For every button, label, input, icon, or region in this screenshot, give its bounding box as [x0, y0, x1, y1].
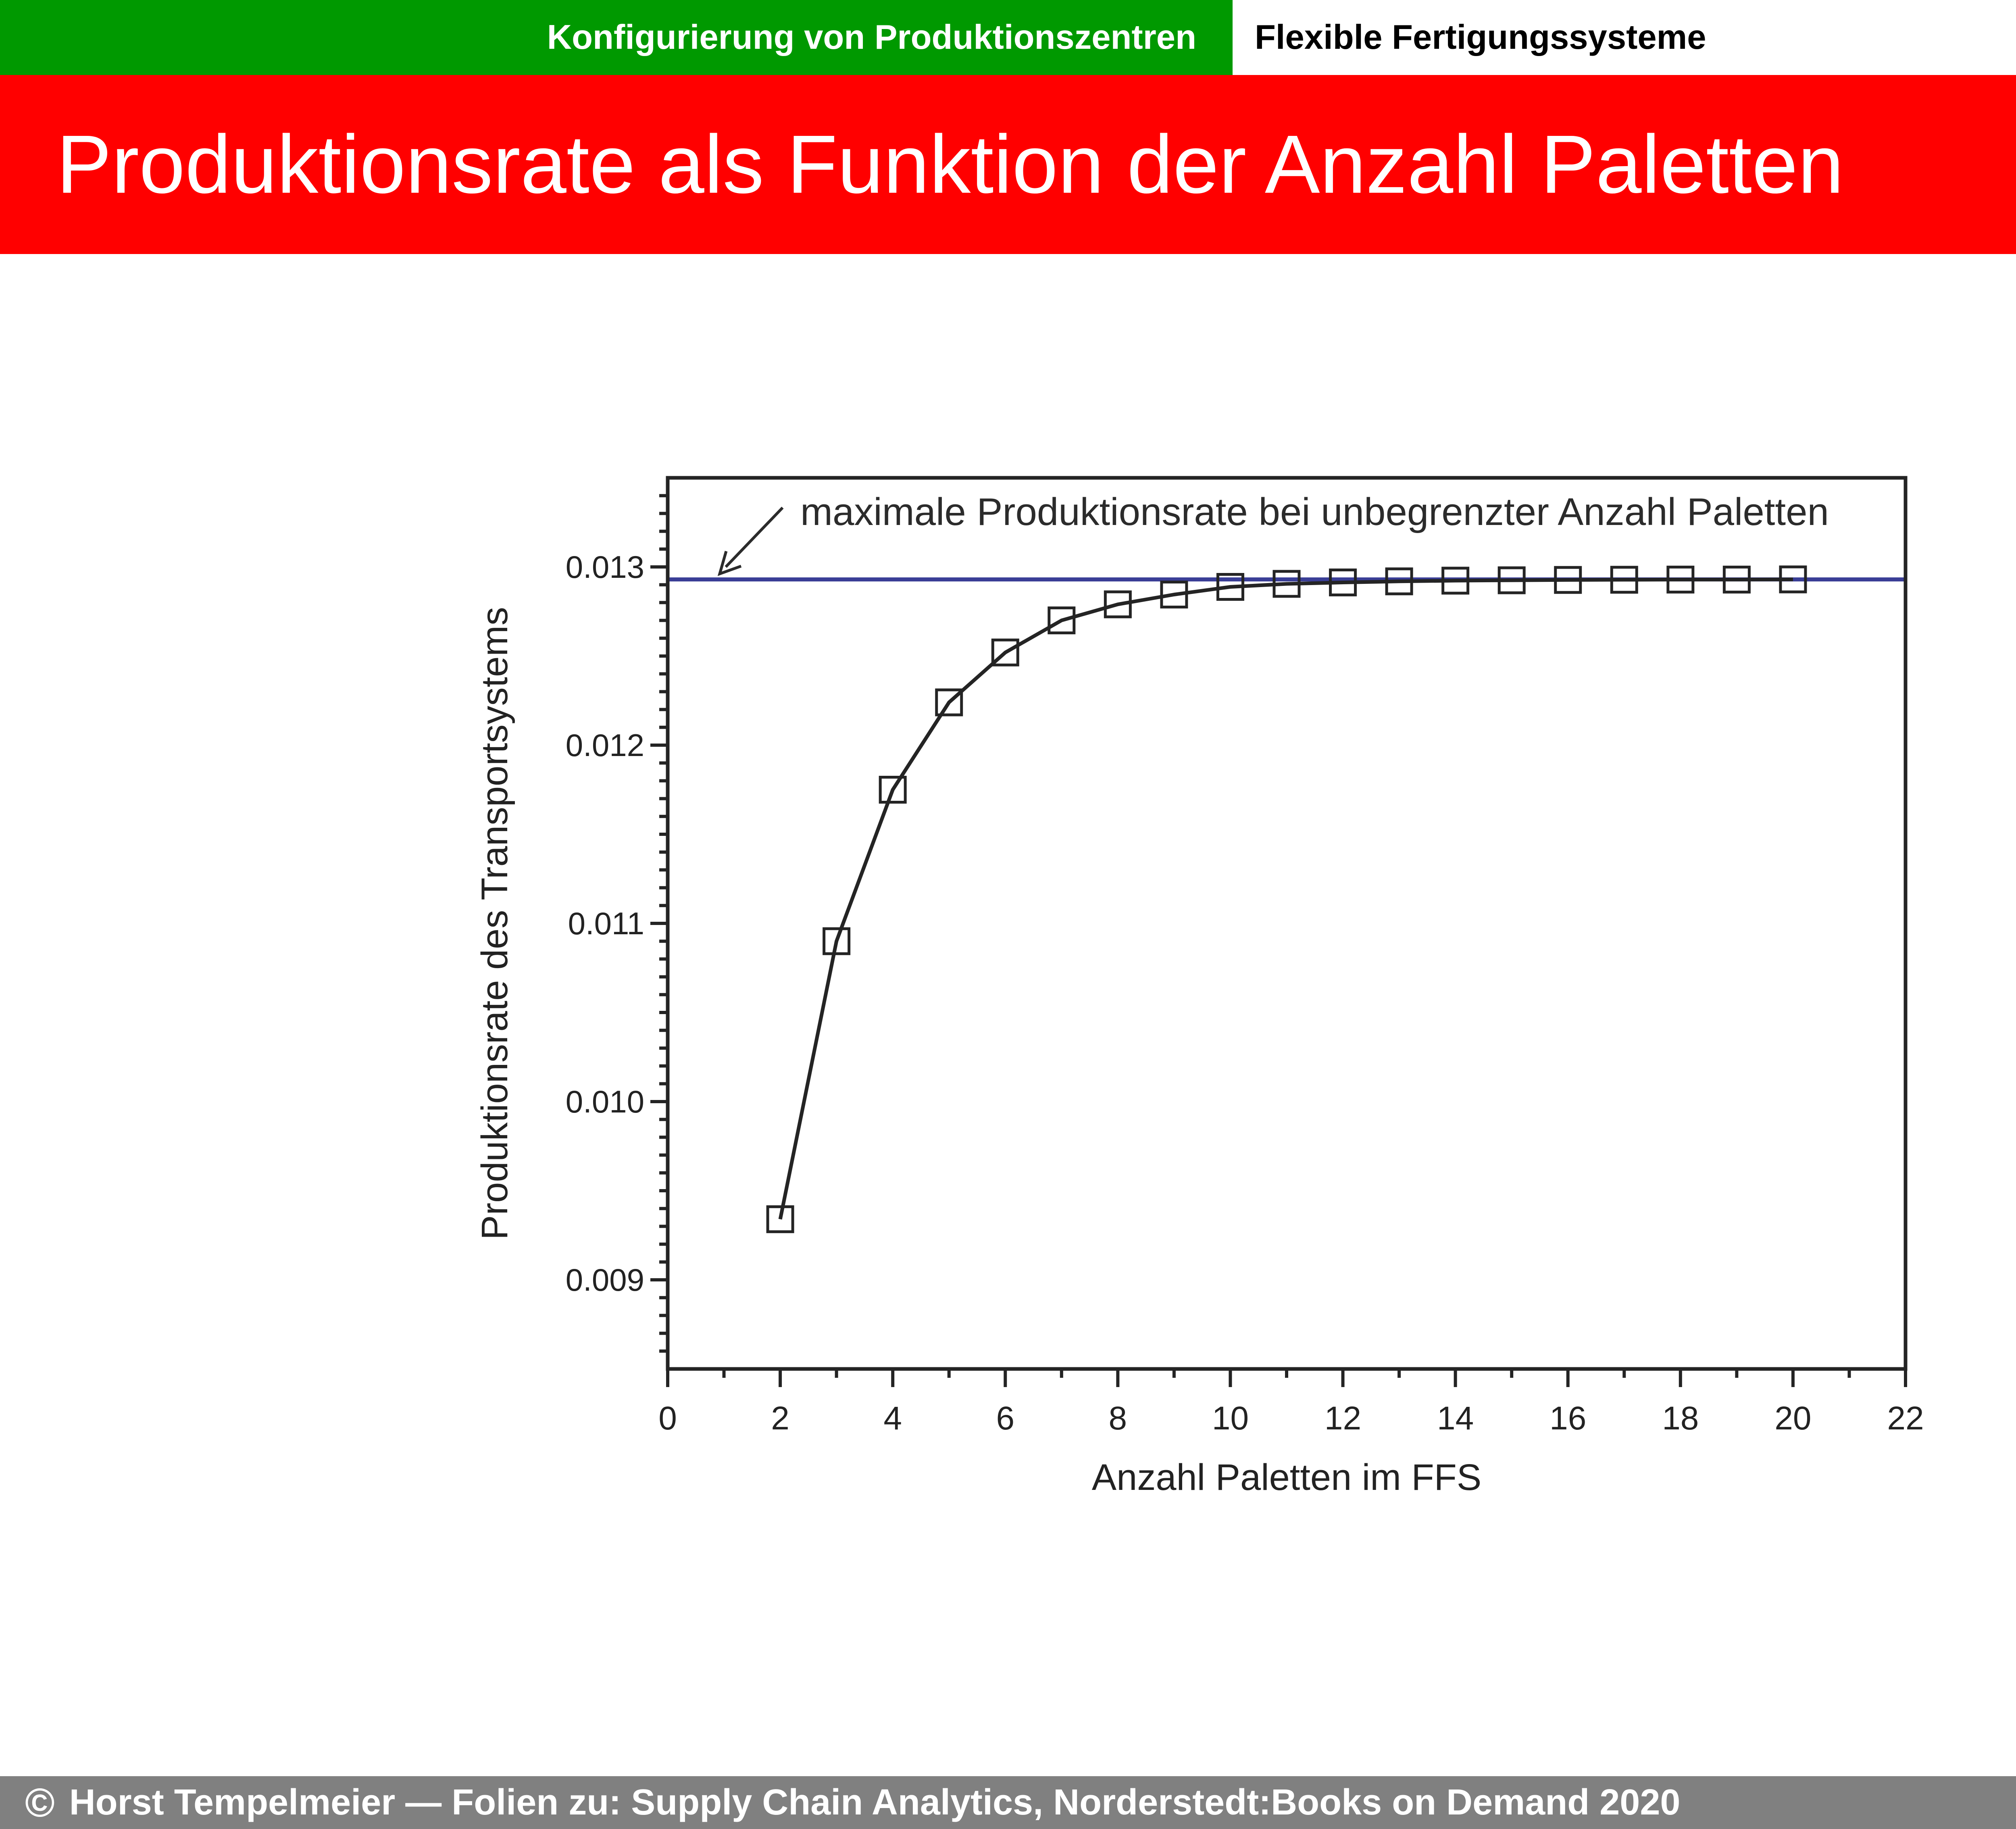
copyright-icon: ©: [25, 1780, 55, 1825]
x-tick-label: 0: [658, 1400, 677, 1437]
annotation-arrow-shaft: [725, 506, 784, 568]
y-tick-label: 0.013: [566, 549, 644, 585]
y-axis-label: Produktionsrate des Transportsystems: [474, 607, 515, 1240]
data-point-marker: [1329, 568, 1357, 596]
y-tick-label: 0.010: [566, 1084, 644, 1119]
data-point-marker: [1104, 590, 1132, 619]
x-tick-label: 8: [1109, 1400, 1127, 1437]
x-tick-label: 16: [1549, 1400, 1586, 1437]
data-point-marker: [879, 776, 907, 804]
slide-title: Produktionsrate als Funktion der Anzahl …: [56, 118, 1844, 210]
data-point-marker: [1216, 573, 1244, 601]
subsection-tab[interactable]: Flexible Fertigungssysteme: [1233, 0, 2016, 75]
x-tick-label: 22: [1887, 1400, 1924, 1437]
data-point-marker: [823, 927, 851, 955]
data-point-marker: [1497, 566, 1526, 594]
data-point-marker: [766, 1205, 794, 1233]
x-tick-label: 14: [1437, 1400, 1474, 1437]
x-tick-label: 18: [1662, 1400, 1699, 1437]
x-tick-label: 2: [771, 1400, 789, 1437]
data-point-marker: [1554, 566, 1582, 594]
headline-bar: Konfigurierung von Produktionszentren Fl…: [0, 0, 2016, 75]
data-point-marker: [1160, 581, 1188, 609]
slide-title-bar: Produktionsrate als Funktion der Anzahl …: [0, 75, 2016, 254]
y-tick-label: 0.009: [566, 1262, 644, 1298]
section-tab-label: Konfigurierung von Produktionszentren: [547, 18, 1196, 56]
annotation-arrowhead-icon: [717, 551, 742, 576]
asymptote-annotation: maximale Produktionsrate bei unbegrenzte…: [800, 490, 1829, 533]
section-tab[interactable]: Konfigurierung von Produktionszentren: [0, 0, 1233, 75]
y-tick-label: 0.012: [566, 727, 644, 763]
data-point-marker: [1272, 570, 1301, 598]
data-point-marker: [1722, 565, 1751, 594]
data-curve: [778, 577, 1793, 1220]
x-tick-label: 20: [1774, 1400, 1811, 1437]
x-tick-label: 6: [996, 1400, 1014, 1437]
x-tick-label: 4: [883, 1400, 902, 1437]
data-point-marker: [935, 688, 963, 717]
footer-author-title: Horst Tempelmeier — Folien zu: Supply Ch…: [69, 1782, 1681, 1823]
data-point-marker: [1441, 567, 1470, 595]
x-tick-label: 12: [1325, 1400, 1361, 1437]
data-point-marker: [1385, 567, 1413, 596]
subsection-tab-label: Flexible Fertigungssysteme: [1255, 18, 1706, 56]
data-point-marker: [1610, 566, 1638, 594]
x-tick-label: 10: [1212, 1400, 1249, 1437]
y-tick-label: 0.011: [568, 906, 644, 941]
data-point-marker: [1048, 606, 1076, 635]
data-point-marker: [991, 638, 1019, 667]
x-axis-label: Anzahl Paletten im FFS: [1092, 1457, 1481, 1498]
footer-bar: © Horst Tempelmeier — Folien zu: Supply …: [0, 1776, 2016, 1829]
data-point-marker: [1779, 565, 1807, 594]
data-point-marker: [1666, 565, 1695, 594]
plot-box: [666, 476, 1908, 1371]
